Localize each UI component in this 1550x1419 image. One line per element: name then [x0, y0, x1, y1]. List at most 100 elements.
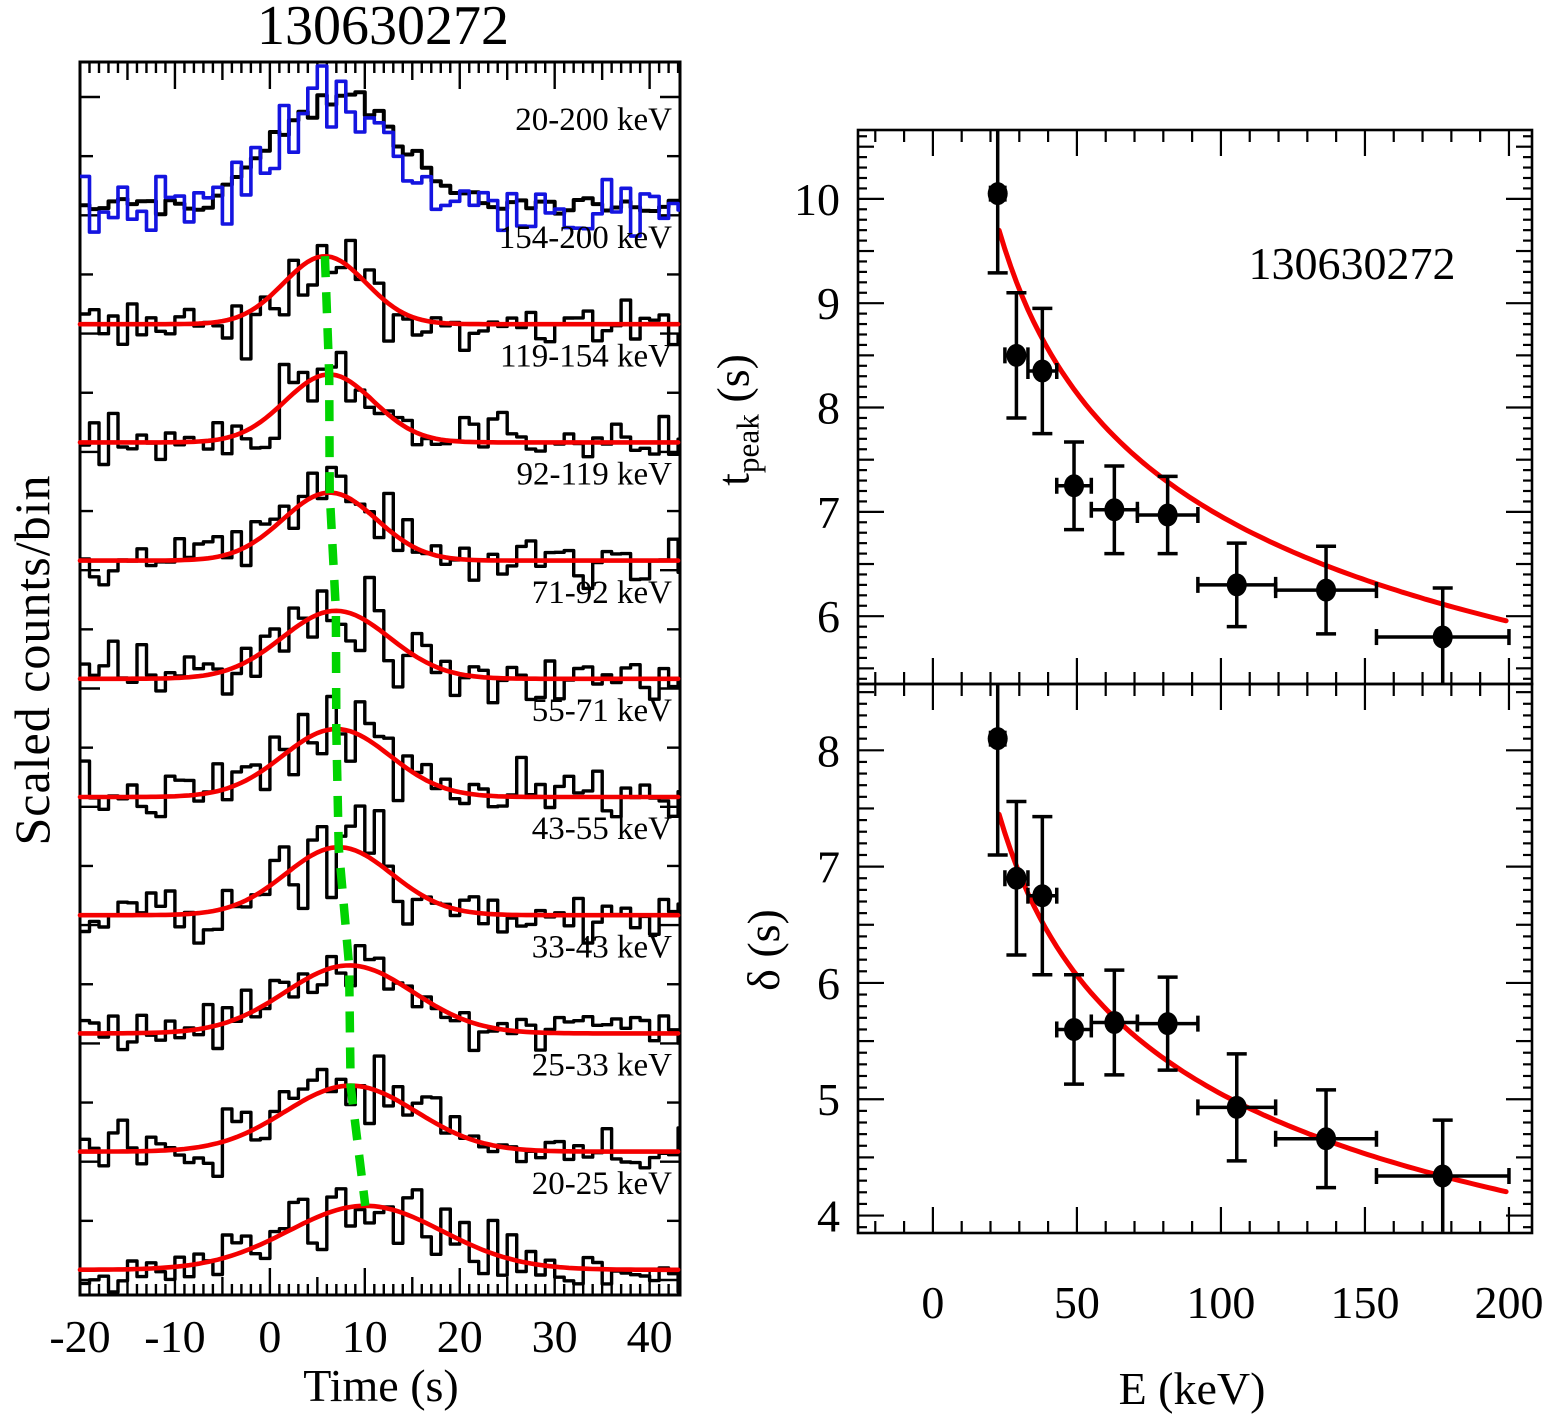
tpeak-panel: 6 7 8 9 10 [794, 128, 1534, 686]
data-point [1026, 814, 1059, 977]
band-label: 55-71 keV [532, 693, 672, 729]
gaussian-fit [77, 372, 681, 445]
gaussian-fit [77, 1083, 681, 1154]
band-row: 154-200 keV [77, 220, 681, 361]
band-label: 71-92 keV [532, 575, 672, 611]
y-tick-label: 9 [817, 278, 840, 329]
counts-axis-label: Scaled counts/bin [4, 474, 60, 846]
y-tick-label: 6 [817, 958, 840, 1009]
power-law-fit [996, 227, 1509, 624]
marker-dot [987, 182, 1008, 206]
y-tick-label: 5 [817, 1074, 840, 1125]
marker-dot [1064, 1017, 1085, 1041]
histogram [80, 465, 680, 591]
band-row: 33-43 keV [77, 929, 681, 1053]
band-row: 92-119 keV [77, 457, 681, 591]
peak-track-line [320, 256, 370, 1207]
band-label: 20-200 keV [515, 102, 672, 138]
marker-dot [1032, 884, 1053, 908]
time-axis-label: Time (s) [303, 1360, 459, 1411]
marker-dot [1104, 1010, 1125, 1034]
histogram [80, 238, 680, 361]
marker-dot [1157, 1012, 1178, 1036]
band-label: 43-55 keV [532, 811, 672, 847]
data-point [1003, 799, 1030, 957]
gaussian-fit [77, 490, 681, 563]
data-point [1089, 968, 1140, 1077]
data-point [1196, 1052, 1278, 1163]
tpeak-label-t: t [707, 473, 759, 486]
y-tick-label: 6 [817, 591, 840, 642]
band-row: 20-200 keV [80, 64, 681, 238]
gaussian-fit [77, 253, 681, 327]
band-row: 20-25 keV [77, 1166, 681, 1294]
gaussian-fit [77, 608, 681, 682]
marker-dot [1064, 474, 1085, 498]
data-point [1374, 1118, 1511, 1232]
data-point [1273, 1088, 1379, 1190]
histogram [80, 694, 680, 819]
marker-dot [1226, 1095, 1247, 1119]
marker-dot [1432, 1164, 1453, 1188]
gaussian-fit [77, 726, 681, 800]
band-label: 119-154 keV [500, 338, 672, 374]
tpeak-axis-label: tpeak (s) [707, 354, 766, 486]
band-row: 43-55 keV [77, 804, 681, 945]
x-tick-label: 40 [627, 1311, 673, 1362]
tpeak-label-sub: peak [730, 414, 766, 474]
data-point [987, 685, 1008, 857]
marker-dot [1032, 359, 1053, 383]
marker-dot [1006, 866, 1027, 890]
y-tick-label: 8 [817, 725, 840, 776]
marker-dot [1432, 625, 1453, 649]
marker-dot [1316, 1127, 1337, 1151]
y-tick-label: 7 [817, 487, 840, 538]
y-tick-label: 8 [817, 383, 840, 434]
data-point [1273, 544, 1379, 636]
marker-dot [1316, 578, 1337, 602]
x-tick-label: 30 [532, 1311, 578, 1362]
y-tick-label: 4 [817, 1191, 840, 1242]
data-point [1089, 464, 1140, 556]
delta-panel: 4 5 6 7 8 0 50 100 150 200 [817, 682, 1543, 1328]
figure-title: 130630272 [257, 0, 509, 57]
data-point [1196, 541, 1278, 629]
data-point [1135, 474, 1200, 556]
x-tick-label: 10 [342, 1311, 388, 1362]
histogram [80, 804, 680, 945]
histogram-sum-blue [80, 64, 680, 238]
x-tick-label: 0 [921, 1277, 944, 1328]
data-point [1054, 440, 1094, 532]
y-tick-label: 10 [794, 174, 840, 225]
gaussian-fit [77, 1203, 681, 1273]
power-law-fit [996, 811, 1509, 1195]
marker-dot [1006, 343, 1027, 367]
light-curves-panel: -20 -10 0 10 20 30 40 20-200 keV 154-200 keV 119-… [49, 60, 682, 1362]
marker-dot [1104, 498, 1125, 522]
data-point [1054, 973, 1094, 1086]
band-row: 119-154 keV [77, 338, 681, 467]
delta-axis-label: δ (s) [738, 909, 789, 991]
x-tick-label: 100 [1186, 1277, 1255, 1328]
band-label: 20-25 keV [532, 1166, 672, 1202]
band-label: 33-43 keV [532, 929, 672, 965]
data-point [1003, 291, 1030, 420]
histogram [80, 1054, 680, 1178]
gaussian-fit [77, 845, 681, 918]
x-tick-label: 0 [258, 1311, 281, 1362]
band-row: 55-71 keV [77, 693, 681, 819]
x-tick-label: 50 [1054, 1277, 1100, 1328]
band-label: 25-33 keV [532, 1048, 672, 1084]
x-tick-label: 150 [1330, 1277, 1399, 1328]
x-tick-label: -20 [49, 1311, 110, 1362]
x-tick-label: 200 [1474, 1277, 1543, 1328]
burst-id-annotation: 130630272 [1248, 238, 1456, 289]
data-point [1374, 586, 1511, 683]
band-label: 154-200 keV [499, 220, 672, 256]
band-row: 25-33 keV [77, 1048, 681, 1178]
data-point [1026, 306, 1059, 436]
band-label: 92-119 keV [517, 457, 673, 493]
histogram [80, 1187, 680, 1294]
band-row: 71-92 keV [77, 575, 681, 705]
